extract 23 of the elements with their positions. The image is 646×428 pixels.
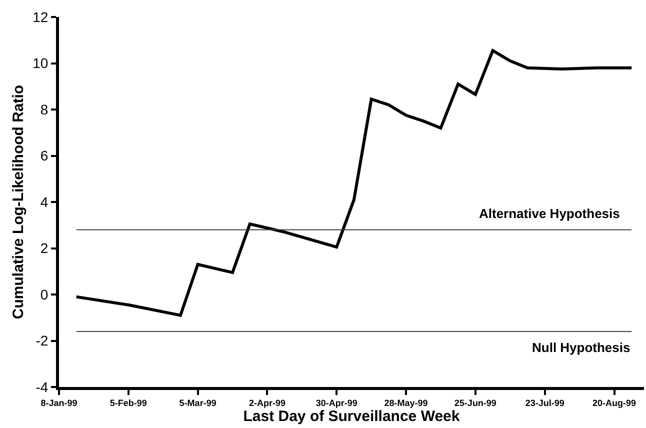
x-axis-title: Last Day of Surveillance Week <box>243 408 460 425</box>
x-tick-label: 5-Mar-99 <box>179 398 216 408</box>
ref-line-label: Null Hypothesis <box>532 340 630 355</box>
x-tick-label: 8-Jan-99 <box>40 398 78 408</box>
y-tick-label: 10 <box>32 55 48 72</box>
y-tick-label: 8 <box>40 101 48 118</box>
x-tick-label: 23-Jul-99 <box>525 398 564 408</box>
x-tick-label: 20-Aug-99 <box>592 398 636 408</box>
y-tick-label: 2 <box>40 240 48 256</box>
y-tick-label: 6 <box>40 148 48 164</box>
x-tick-label: 30-Apr-99 <box>316 398 358 408</box>
ref-line-label: Alternative Hypothesis <box>479 206 620 221</box>
x-tick-label: 2-Apr-99 <box>248 398 286 408</box>
x-tick-label: 25-Jun-99 <box>454 398 496 408</box>
y-tick-label: -2 <box>36 332 48 349</box>
line-series <box>74 49 634 317</box>
y-tick-label: 0 <box>40 286 48 302</box>
y-axis-title: Cumulative Log-Likelihood Ratio <box>10 84 27 320</box>
y-tick-label: -4 <box>36 378 48 395</box>
x-tick-label: 5-Feb-99 <box>110 398 147 408</box>
y-tick-label: 4 <box>40 194 48 210</box>
x-tick-label: 28-May-99 <box>384 398 428 408</box>
y-tick-label: 12 <box>32 8 48 25</box>
